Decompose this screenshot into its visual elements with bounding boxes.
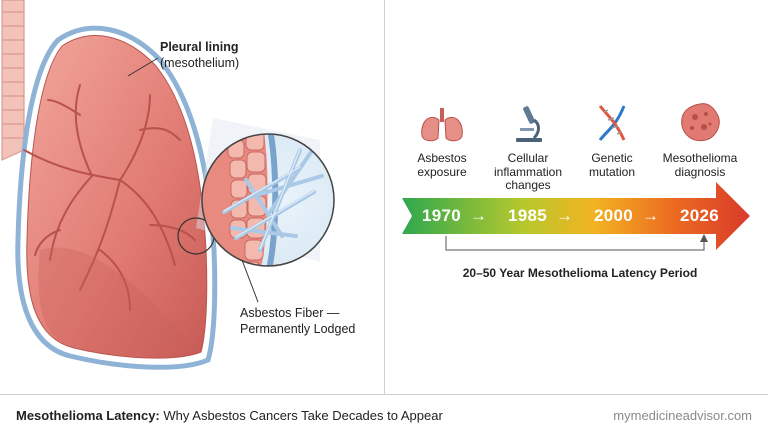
stage-label-mutation: Genetic mutation <box>557 151 667 179</box>
year-2000: 2000 <box>594 206 634 225</box>
trachea <box>1 0 25 161</box>
year-2026: 2026 <box>680 206 720 225</box>
site-name: mymedicineadvisor.com <box>613 408 752 423</box>
footer-title-bold: Mesothelioma Latency: <box>16 408 160 423</box>
pleural-lining-title: Pleural lining <box>160 40 239 54</box>
stage-inflammation-line2: inflammation <box>493 164 563 179</box>
timeline-arrow <box>402 182 750 250</box>
footer-title: Mesothelioma Latency: Why Asbestos Cance… <box>16 408 443 423</box>
latency-bracket <box>445 234 708 251</box>
lungs-icon <box>421 108 463 142</box>
tumor-cell-icon <box>681 103 720 142</box>
pleura-leader <box>127 57 159 77</box>
stage-inflammation-line1: Cellular <box>507 151 549 165</box>
panel-divider <box>384 0 385 394</box>
year-1985: 1985 <box>508 206 548 225</box>
footer-title-rest: Why Asbestos Cancers Take Decades to App… <box>159 408 443 423</box>
stage-mutation-line2: mutation <box>588 164 636 179</box>
stage-exposure-line1: Asbestos <box>417 151 467 165</box>
microscope-icon <box>516 106 542 142</box>
dna-icon <box>598 105 626 141</box>
stage-diagnosis-line1: Mesothelioma <box>662 151 738 165</box>
timeline-separator-2: → <box>556 206 573 225</box>
stage-label-diagnosis: Mesothelioma diagnosis <box>645 151 755 179</box>
latency-period-label: 20–50 Year Mesothelioma Latency Period <box>462 266 698 280</box>
stage-diagnosis-line2: diagnosis <box>674 164 726 179</box>
year-1970: 1970 <box>422 206 462 225</box>
asbestos-fiber-label-line1: Asbestos Fiber — <box>240 306 340 320</box>
stage-exposure-line2: exposure <box>417 164 467 179</box>
asbestos-fiber-label-line2: Permanently Lodged <box>240 322 356 336</box>
lung <box>15 25 218 370</box>
stage-label-inflammation: Cellular inflammation changes <box>473 151 583 193</box>
stage-label-exposure: Asbestos exposure <box>387 151 497 179</box>
timeline-separator-3: → <box>642 206 659 225</box>
pleural-lining-subtitle: (mesothelium) <box>160 56 240 70</box>
stage-mutation-line1: Genetic <box>591 151 633 165</box>
footer-divider <box>0 394 768 395</box>
fiber-leader <box>241 259 259 303</box>
timeline-separator-1: → <box>470 206 487 225</box>
stage-inflammation-line3: changes <box>505 178 551 192</box>
